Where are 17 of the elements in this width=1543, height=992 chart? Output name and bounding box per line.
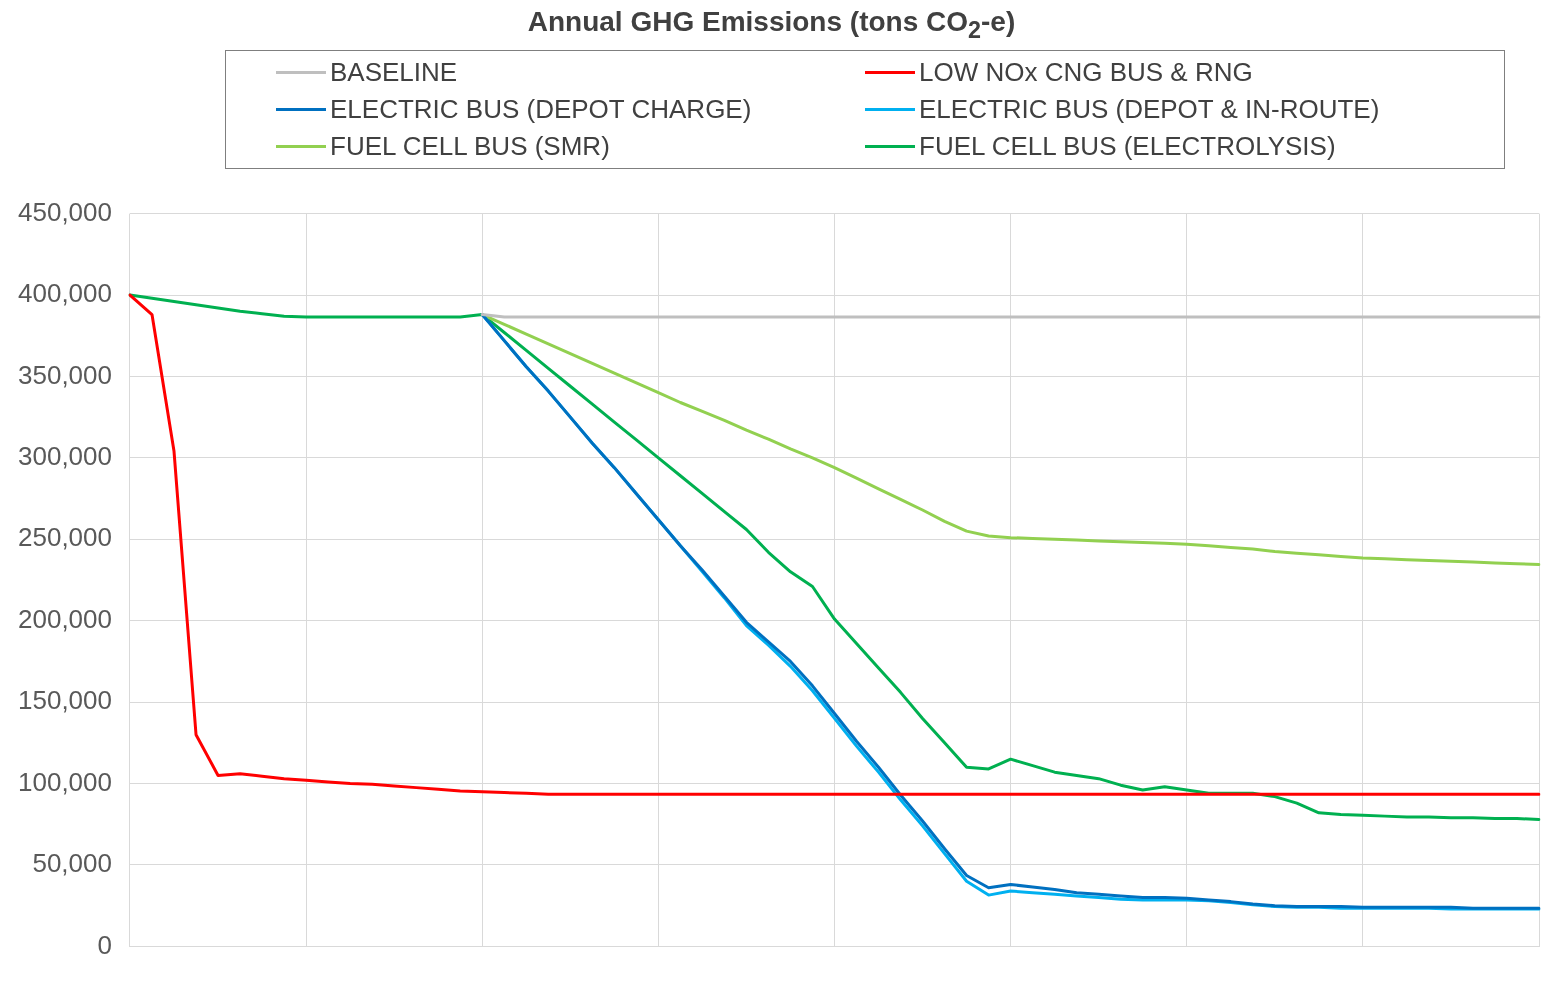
y-tick-label: 150,000: [18, 685, 112, 716]
legend-label: FUEL CELL BUS (ELECTROLYSIS): [919, 131, 1336, 162]
legend-label: BASELINE: [330, 57, 458, 88]
y-tick-label: 300,000: [18, 441, 112, 472]
y-tick-label: 400,000: [18, 278, 112, 309]
chart-title: Annual GHG Emissions (tons CO$_{2}$-e): [526, 6, 1017, 44]
y-tick-label: 450,000: [18, 196, 112, 227]
y-tick-label: 200,000: [18, 603, 112, 634]
y-tick-label: 50,000: [32, 848, 112, 879]
legend-label: ELECTRIC BUS (DEPOT & IN-ROUTE): [919, 94, 1380, 125]
legend-label: ELECTRIC BUS (DEPOT CHARGE): [330, 94, 752, 125]
y-tick-label: 250,000: [18, 522, 112, 553]
legend-label: LOW NOx CNG BUS & RNG: [919, 57, 1253, 88]
y-tick-label: 350,000: [18, 359, 112, 390]
y-tick-label: 0: [97, 929, 112, 960]
legend-label: FUEL CELL BUS (SMR): [330, 131, 610, 162]
y-tick-label: 100,000: [18, 766, 112, 797]
